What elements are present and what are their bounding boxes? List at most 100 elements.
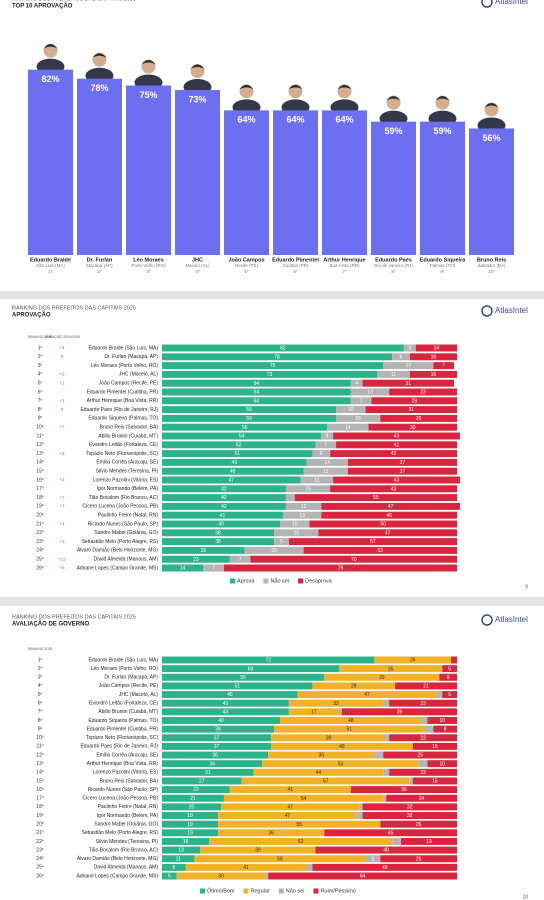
- bar-segment: [223, 794, 384, 802]
- value-label: 54: [301, 796, 307, 802]
- rank-label: 3º: [38, 363, 43, 369]
- bar-segment: [288, 708, 339, 716]
- logo-icon: [481, 0, 493, 8]
- logo: AtlasIntel: [495, 0, 528, 6]
- city-label: Palmas (TO): [430, 263, 456, 268]
- bar-segment: [162, 803, 221, 811]
- name-label: Tião Bocalom (Rio Branco, AC): [89, 495, 159, 501]
- rank-label: 23º: [36, 539, 44, 545]
- bar: [322, 110, 367, 255]
- page-number: 10: [522, 894, 528, 900]
- bar-segment: [324, 829, 457, 837]
- value-label: 10: [439, 718, 445, 724]
- bar-segment: [389, 768, 457, 776]
- value-label: 78: [274, 354, 280, 360]
- rank-label: 6º: [293, 269, 298, 274]
- name-label: Léo Moraes (Porto Velho, RO): [91, 666, 159, 672]
- value-label: 26: [410, 658, 416, 664]
- bar-segment: [162, 837, 210, 845]
- bar-segment: [347, 467, 457, 475]
- rank-label: 21º: [36, 830, 44, 836]
- value-label: 15: [432, 779, 438, 785]
- bar-segment: [162, 665, 339, 673]
- bar-segment: [162, 485, 286, 493]
- bar-segment: [365, 855, 381, 863]
- bar-segment: [389, 734, 457, 742]
- value-label: 36: [401, 787, 407, 793]
- bar-segment: [386, 794, 457, 802]
- bar-segment: [162, 344, 404, 352]
- bar-segment: [162, 691, 298, 699]
- bar-segment: [162, 820, 219, 828]
- value-label: 57: [323, 779, 329, 785]
- name-label: Emília Corrêa (Aracaju, SE): [96, 460, 158, 466]
- rank-label: 19º: [36, 813, 44, 819]
- name-label: Léo Moraes (Porto Velho, RO): [91, 363, 159, 369]
- bar-segment: [162, 742, 272, 750]
- rank-label: 5º: [38, 381, 43, 387]
- bar-segment: [203, 564, 224, 572]
- bar-segment: [324, 673, 440, 681]
- bar-segment: [162, 768, 254, 776]
- bar-segment: [383, 768, 390, 776]
- bar-segment: [162, 656, 375, 664]
- value-label: 6: [447, 675, 450, 681]
- value-label: 26: [416, 856, 422, 862]
- value-label: 51: [234, 451, 240, 457]
- bar-segment: [318, 529, 457, 537]
- value-label: 62: [298, 839, 304, 845]
- value-label: 57: [370, 539, 376, 545]
- value-label: 37: [400, 460, 406, 466]
- bar-segment: [315, 846, 457, 854]
- rank-label: 9º: [38, 416, 43, 422]
- value-label: 60: [248, 666, 254, 672]
- value-label: 13: [367, 390, 373, 396]
- value-label: 5: [372, 856, 375, 862]
- value-label: 53: [338, 761, 344, 767]
- variation-label: +1: [59, 380, 65, 385]
- slide-title: TOP 10 APROVAÇÃO: [12, 3, 73, 10]
- bar-segment: [162, 546, 245, 554]
- photo: [288, 84, 303, 90]
- rank-label: 19º: [36, 504, 44, 510]
- value-label: 47: [229, 478, 235, 484]
- value-label: 35: [388, 666, 394, 672]
- bar-segment: [442, 691, 457, 699]
- value-label: 59%: [433, 126, 451, 136]
- value-label: 13: [299, 513, 305, 519]
- bar-segment: [433, 725, 457, 733]
- logo-icon: [481, 305, 493, 317]
- value-label: 7: [442, 363, 445, 369]
- value-label: 30: [410, 425, 416, 431]
- value-label: 15: [293, 530, 299, 536]
- photo: [435, 96, 450, 101]
- city-label: Macapá (AP): [86, 263, 113, 268]
- value-label: 17: [311, 709, 317, 715]
- name-label: João Campos (Recife, PE): [99, 683, 159, 689]
- bar-segment: [162, 734, 272, 742]
- name-label: Sebastião Melo (Porto Alegre, RS): [82, 830, 159, 836]
- bar-segment: [327, 423, 369, 431]
- value-label: 46: [227, 692, 233, 698]
- bar-segment: [412, 777, 457, 785]
- value-label: 7: [212, 566, 215, 572]
- bar-segment: [362, 379, 455, 387]
- name-label: Cícero Lucena (João Pessoa, PB): [82, 504, 158, 510]
- bar-segment: [336, 406, 366, 414]
- bar-segment: [280, 716, 422, 724]
- name-label: Álvaro Damião (Belo Horizonte, MG): [77, 547, 158, 554]
- bar-segment: [365, 406, 457, 414]
- bar-segment: [418, 760, 428, 768]
- bar: [371, 121, 416, 255]
- bar-segment: [380, 855, 457, 863]
- bar-segment: [282, 511, 322, 519]
- legend-swatch: [263, 578, 269, 584]
- bar: [420, 121, 465, 255]
- value-label: 64: [254, 381, 260, 387]
- value-label: 48: [383, 848, 389, 854]
- bar-segment: [162, 362, 384, 370]
- name-label: Álvaro Damião (Belo Horizonte, MG): [77, 855, 158, 862]
- bar-segment: [321, 502, 460, 510]
- bar-segment: [424, 725, 434, 733]
- value-label: 43: [394, 434, 400, 440]
